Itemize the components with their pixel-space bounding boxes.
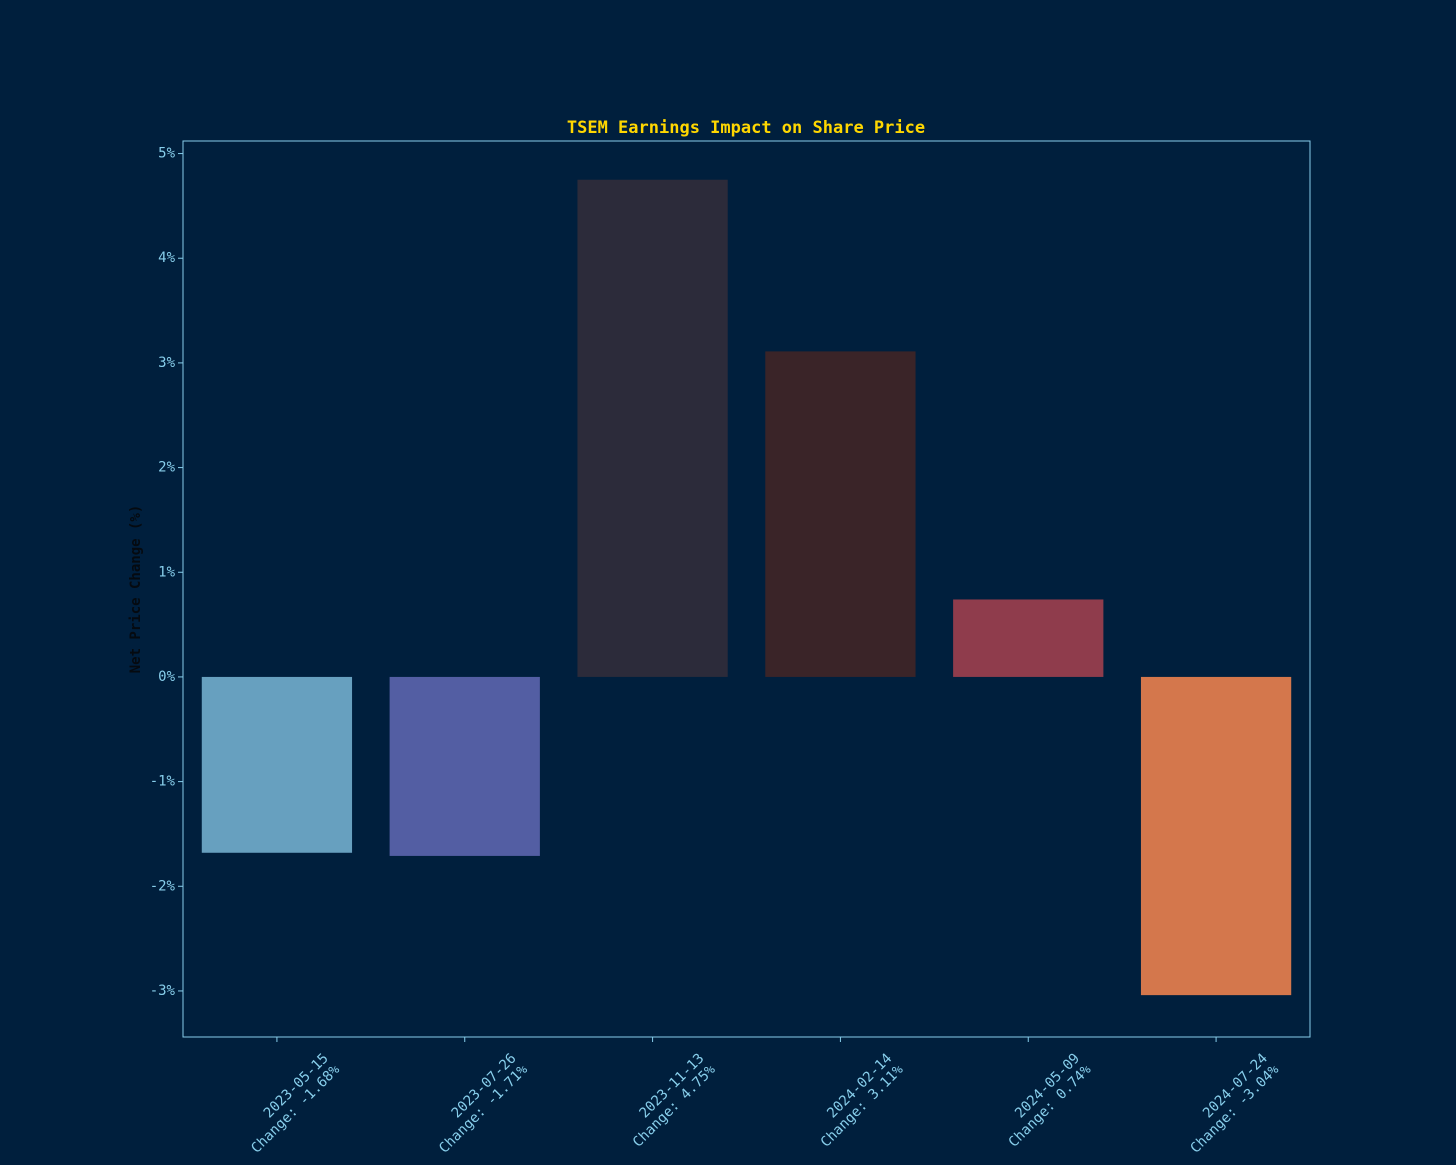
chart-title: TSEM Earnings Impact on Share Price (567, 118, 925, 138)
y-axis-label: Net Price Change (%) (128, 505, 144, 674)
bar (765, 351, 916, 677)
y-tick-label: 4% (158, 250, 175, 266)
bar (389, 676, 540, 856)
bar (201, 676, 353, 853)
bar (1140, 676, 1292, 996)
y-tick-label: -1% (150, 774, 176, 790)
y-tick-label: 1% (158, 564, 175, 580)
y-tick-label: -3% (150, 983, 176, 999)
plot-frame (182, 140, 1311, 1038)
y-tick-label: 5% (158, 146, 175, 162)
y-tick-label: -2% (150, 878, 176, 894)
y-tick-label: 2% (158, 460, 175, 476)
y-tick-label: 0% (158, 669, 175, 685)
y-tick-label: 3% (158, 355, 175, 371)
bar (577, 179, 728, 677)
bar (953, 599, 1104, 677)
